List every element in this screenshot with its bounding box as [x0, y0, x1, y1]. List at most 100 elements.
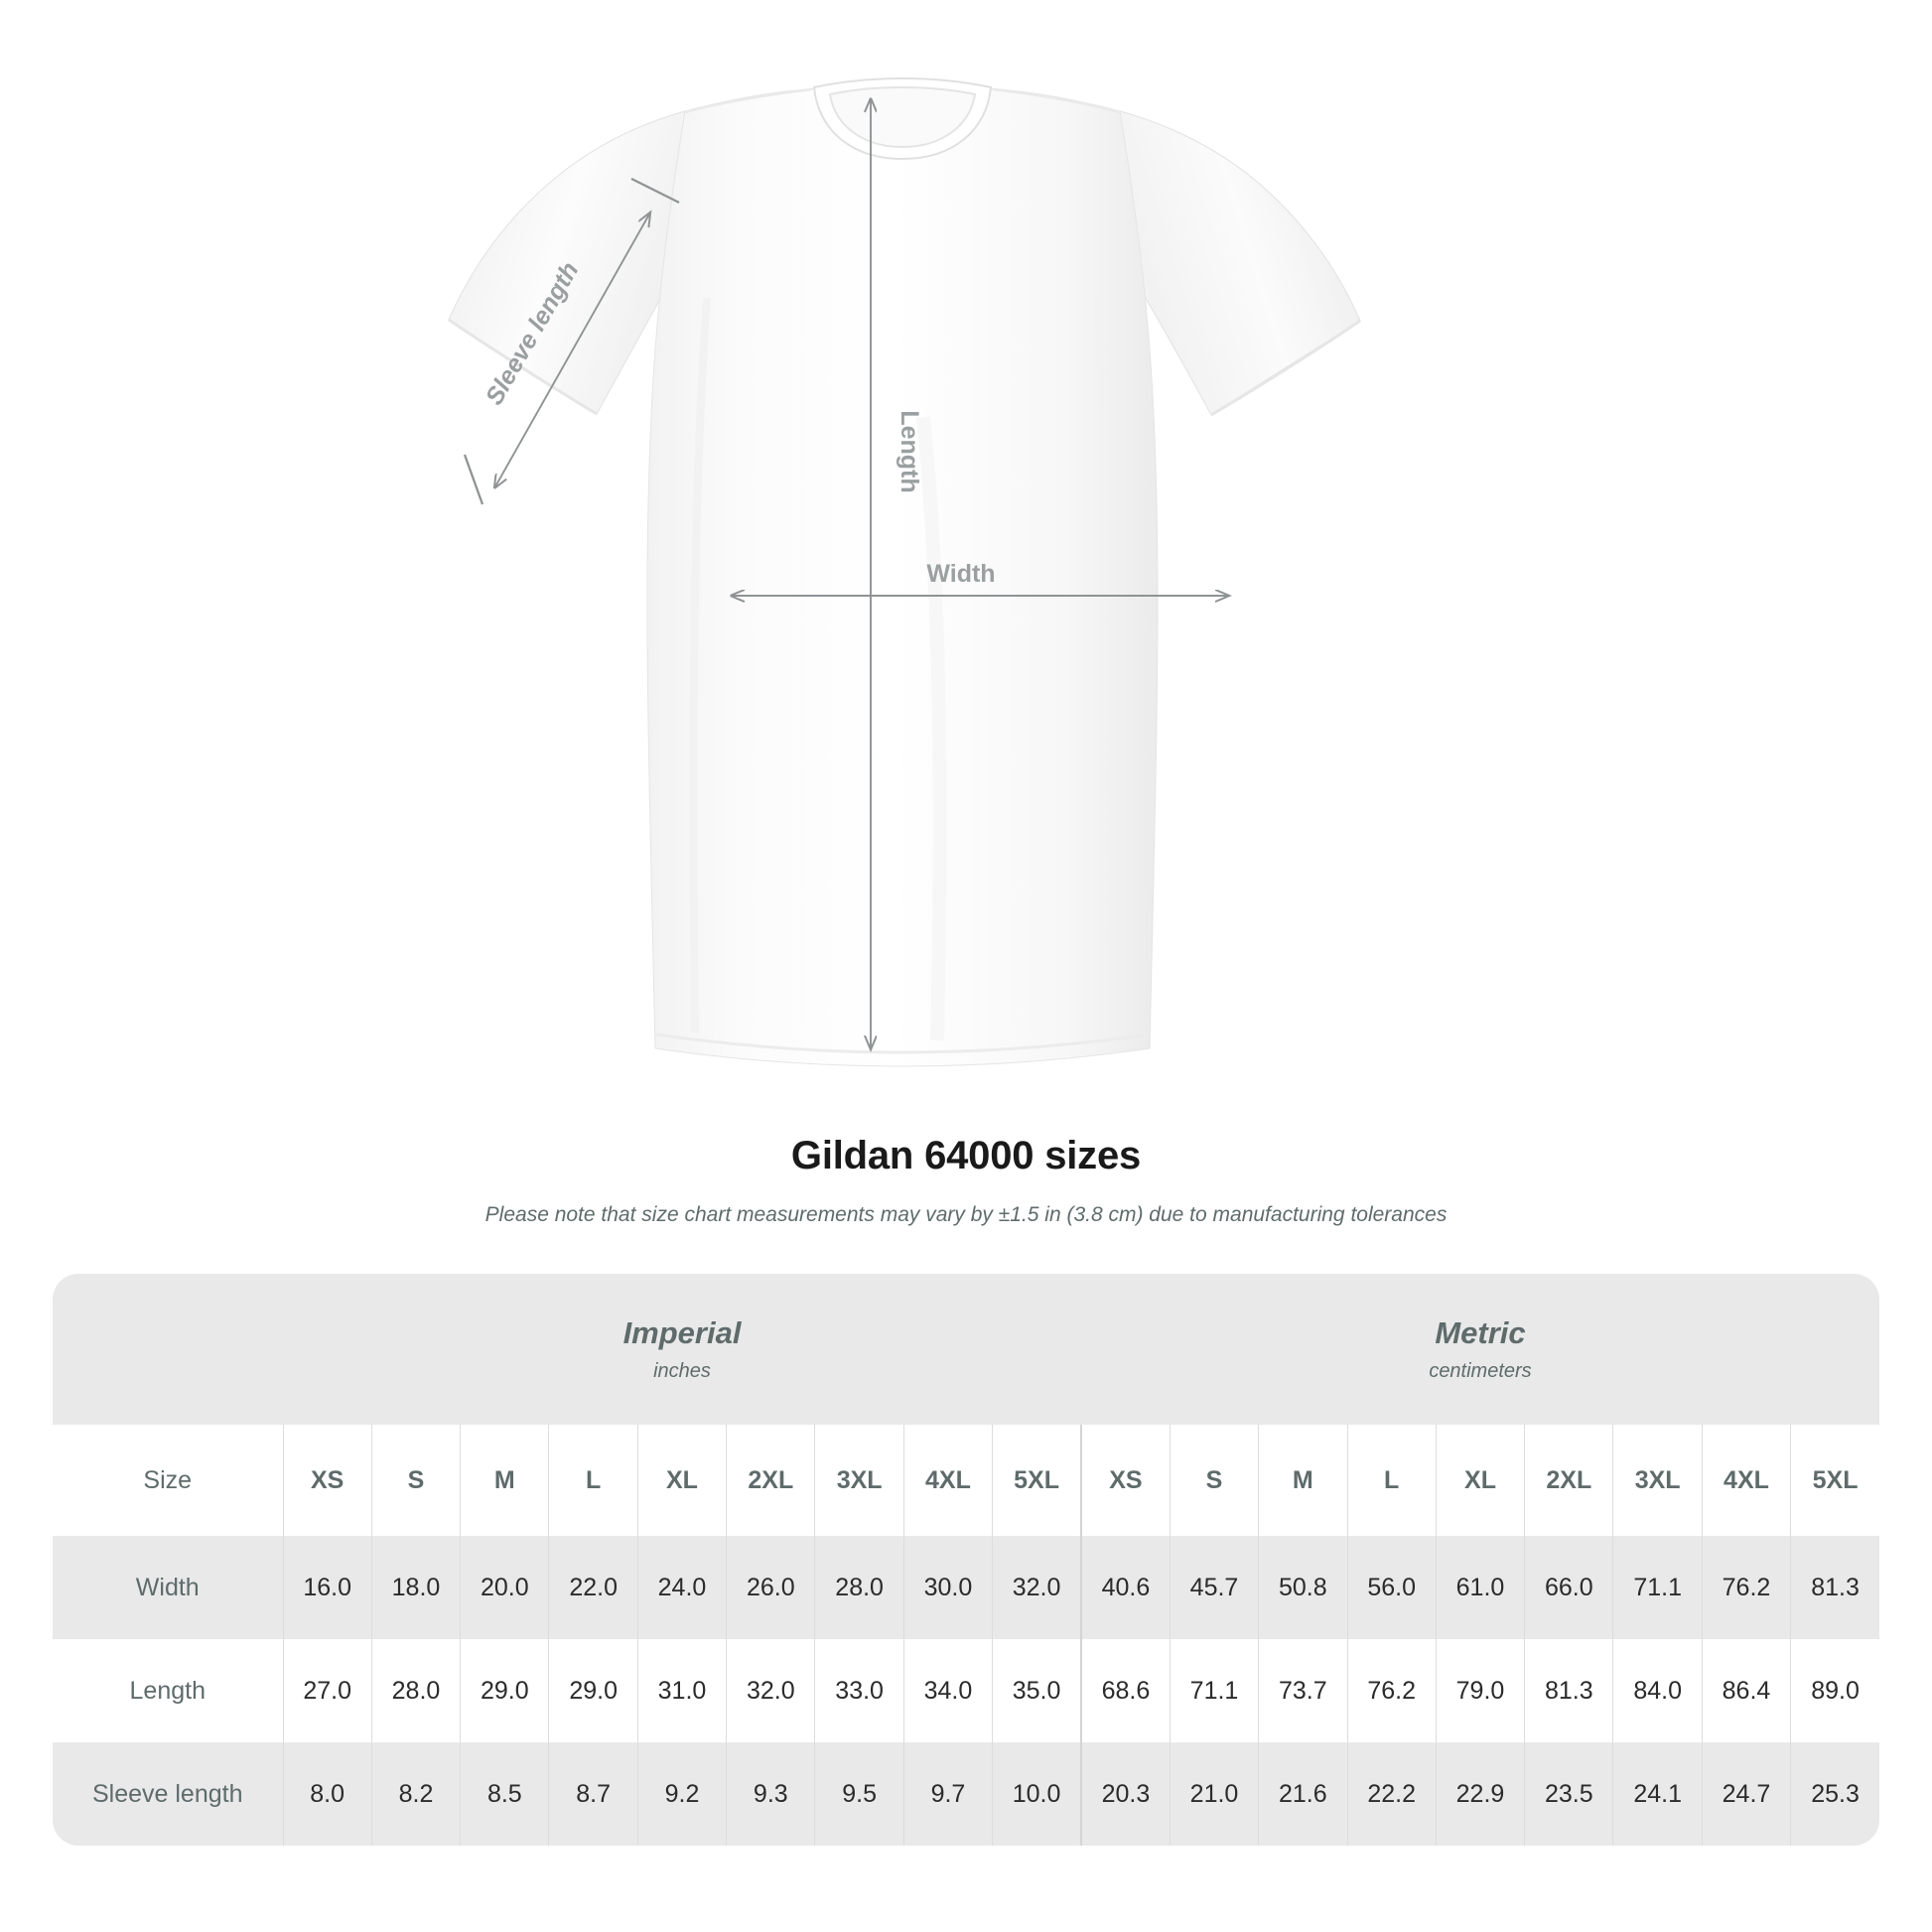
cell-width-metric: 71.1: [1612, 1536, 1703, 1640]
tshirt-measurement-diagram: Sleeve length Length Width: [448, 76, 1361, 1067]
sleeve-tick-top: [630, 177, 680, 205]
cell-length-imperial: 33.0: [814, 1639, 904, 1743]
tolerance-note: Please note that size chart measurements…: [484, 1203, 1448, 1226]
cell-width-metric: 76.2: [1701, 1536, 1791, 1640]
size-header-metric-m: M: [1258, 1425, 1347, 1537]
dimension-lines: [463, 100, 1229, 1049]
cell-sleeve-length-imperial: 8.7: [548, 1742, 638, 1847]
bottom-hem: [655, 1033, 1150, 1054]
cell-width-imperial: 18.0: [370, 1536, 461, 1640]
right-shoulder-seam: [992, 87, 1121, 114]
cell-sleeve-length-metric: 24.1: [1612, 1742, 1703, 1847]
size-header-imperial-5xl: 5XL: [992, 1425, 1082, 1537]
cell-length-metric: 89.0: [1790, 1639, 1879, 1743]
sleeve-dimension-line: [495, 212, 650, 486]
cell-width-imperial: 22.0: [548, 1536, 638, 1640]
cell-length-metric: 76.2: [1346, 1639, 1437, 1743]
size-header-metric-xl: XL: [1435, 1425, 1525, 1537]
sleeve-tick-bottom: [463, 454, 484, 505]
cell-sleeve-length-imperial: 8.5: [460, 1742, 549, 1847]
cell-length-metric: 68.6: [1080, 1639, 1171, 1743]
cell-sleeve-length-imperial: 8.0: [282, 1742, 372, 1847]
cell-sleeve-length-metric: 21.0: [1169, 1742, 1259, 1847]
unit-header-metric: Metric centimeters: [1081, 1274, 1879, 1426]
cell-length-imperial: 32.0: [726, 1639, 815, 1743]
cell-sleeve-length-imperial: 9.3: [726, 1742, 815, 1847]
left-shoulder-seam: [684, 87, 813, 114]
cell-length-imperial: 31.0: [636, 1639, 727, 1743]
cell-length-metric: 71.1: [1169, 1639, 1259, 1743]
right-sleeve-hem: [1210, 319, 1361, 417]
row-label-width: Width: [53, 1536, 283, 1640]
cell-width-imperial: 32.0: [992, 1536, 1082, 1640]
size-header-imperial-l: L: [548, 1425, 638, 1537]
body-fold-left: [689, 297, 711, 1034]
size-header-metric-5xl: 5XL: [1790, 1425, 1879, 1537]
size-header-metric-4xl: 4XL: [1701, 1425, 1791, 1537]
tshirt-illustration: [448, 76, 1361, 1067]
cell-sleeve-length-imperial: 8.2: [370, 1742, 461, 1847]
cell-width-metric: 61.0: [1435, 1536, 1525, 1640]
unit-header-imperial: Imperial inches: [283, 1274, 1082, 1426]
cell-sleeve-length-metric: 21.6: [1258, 1742, 1347, 1847]
unit-name: Imperial: [622, 1315, 742, 1351]
unit-subtitle: inches: [653, 1360, 711, 1383]
cell-width-metric: 50.8: [1258, 1536, 1347, 1640]
size-header-metric-s: S: [1169, 1425, 1259, 1537]
size-header-imperial-m: M: [460, 1425, 549, 1537]
cell-width-metric: 81.3: [1790, 1536, 1879, 1640]
size-table: Imperial inches Metric centimeters Size XS S M L…: [53, 1274, 1879, 1847]
page-title: Gildan 64000 sizes: [790, 1134, 1142, 1177]
cell-width-metric: 66.0: [1524, 1536, 1613, 1640]
cell-width-imperial: 28.0: [814, 1536, 904, 1640]
cell-length-imperial: 27.0: [282, 1639, 372, 1743]
size-header-imperial-3xl: 3XL: [814, 1425, 904, 1537]
unit-subtitle: centimeters: [1429, 1360, 1532, 1383]
cell-length-metric: 73.7: [1258, 1639, 1347, 1743]
row-label-size: Size: [53, 1425, 283, 1537]
cell-sleeve-length-imperial: 9.7: [902, 1742, 993, 1847]
cell-width-metric: 40.6: [1080, 1536, 1171, 1640]
cell-length-imperial: 29.0: [460, 1639, 549, 1743]
size-header-metric-xs: XS: [1080, 1425, 1171, 1537]
cell-width-imperial: 20.0: [460, 1536, 549, 1640]
body-fold-center: [916, 416, 947, 1041]
cell-width-imperial: 30.0: [902, 1536, 993, 1640]
cell-length-metric: 79.0: [1435, 1639, 1525, 1743]
size-header-imperial-xl: XL: [636, 1425, 727, 1537]
table-row: Length 27.0 28.0 29.0 29.0 31.0 32.0 33.0 34.0 35…: [53, 1639, 1879, 1743]
cell-sleeve-length-imperial: 10.0: [992, 1742, 1082, 1847]
cell-sleeve-length-metric: 20.3: [1080, 1742, 1171, 1847]
cell-sleeve-length-imperial: 9.5: [814, 1742, 904, 1847]
cell-width-imperial: 26.0: [726, 1536, 815, 1640]
row-label-sleeve-length: Sleeve length: [53, 1742, 283, 1847]
size-header-metric-l: L: [1346, 1425, 1437, 1537]
cell-sleeve-length-metric: 22.2: [1346, 1742, 1437, 1847]
cell-width-metric: 45.7: [1169, 1536, 1259, 1640]
unit-name: Metric: [1435, 1315, 1526, 1351]
cell-length-imperial: 28.0: [370, 1639, 461, 1743]
unit-header-row: Imperial inches Metric centimeters: [53, 1274, 1879, 1426]
size-header-imperial-4xl: 4XL: [902, 1425, 993, 1537]
cell-sleeve-length-metric: 24.7: [1701, 1742, 1791, 1847]
size-table-container: Imperial inches Metric centimeters Size XS S M L…: [53, 1274, 1879, 1847]
cell-length-imperial: 34.0: [902, 1639, 993, 1743]
cell-length-imperial: 29.0: [548, 1639, 638, 1743]
table-row: Width 16.0 18.0 20.0 22.0 24.0 26.0 28.0 30.0 32.…: [53, 1536, 1879, 1640]
size-header-metric-3xl: 3XL: [1612, 1425, 1703, 1537]
shirt-body: [646, 87, 1159, 1067]
cell-sleeve-length-imperial: 9.2: [636, 1742, 727, 1847]
size-header-metric-2xl: 2XL: [1524, 1425, 1613, 1537]
cell-width-imperial: 16.0: [282, 1536, 372, 1640]
row-label-length: Length: [53, 1639, 283, 1743]
size-header-imperial-s: S: [370, 1425, 461, 1537]
cell-length-imperial: 35.0: [992, 1639, 1082, 1743]
size-header-row: Size XS S M L XL 2XL 3XL 4XL 5XL XS S M L XL 2XL 3XL 4XL 5…: [53, 1425, 1879, 1537]
size-header-imperial-xs: XS: [282, 1425, 372, 1537]
cell-sleeve-length-metric: 25.3: [1790, 1742, 1879, 1847]
unit-header-corner: [53, 1274, 283, 1426]
right-sleeve: [1119, 110, 1361, 416]
size-header-imperial-2xl: 2XL: [726, 1425, 815, 1537]
cell-sleeve-length-metric: 22.9: [1435, 1742, 1525, 1847]
